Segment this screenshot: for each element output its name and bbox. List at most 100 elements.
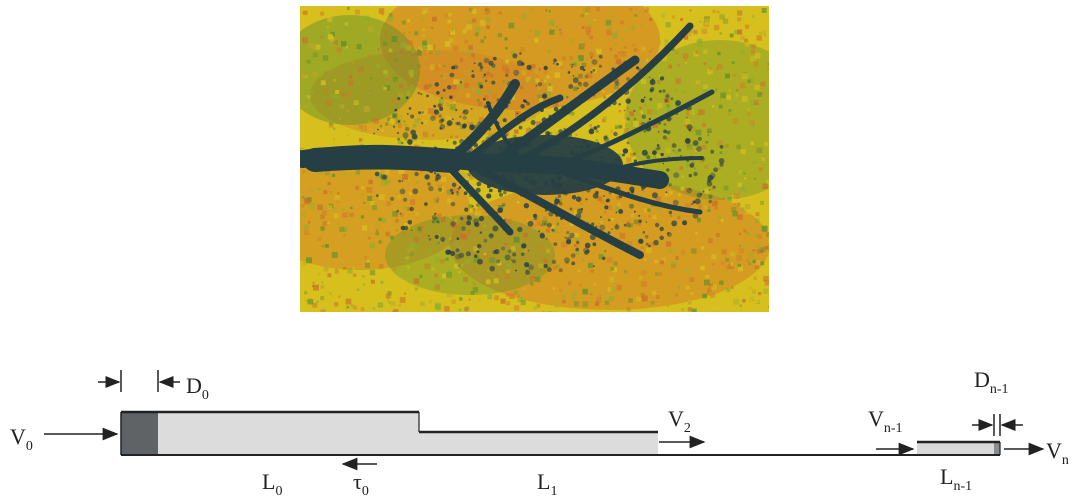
photo-speckle xyxy=(658,272,663,276)
photo-speckle xyxy=(368,120,371,124)
photo-speckle xyxy=(505,47,508,50)
photo-speckle xyxy=(646,109,652,115)
channel-fragment xyxy=(595,129,599,133)
photo-speckle xyxy=(587,262,594,268)
photo-speckle xyxy=(451,106,457,113)
photo-speckle xyxy=(703,62,707,65)
photo-speckle xyxy=(317,187,321,191)
photo-speckle xyxy=(660,45,665,50)
channel-fragment xyxy=(635,66,639,70)
channel-fragment xyxy=(696,146,702,152)
photo-speckle xyxy=(506,269,511,274)
channel-fragment xyxy=(625,98,631,104)
photo-speckle xyxy=(513,305,520,311)
photo-speckle xyxy=(369,242,376,249)
photo-speckle xyxy=(714,24,720,31)
channel-fragment xyxy=(666,130,670,135)
photo-speckle xyxy=(437,184,442,190)
photo-speckle xyxy=(655,138,658,141)
photo-speckle xyxy=(361,193,364,195)
photo-speckle xyxy=(358,66,365,73)
photo-speckle xyxy=(378,217,382,221)
photo-speckle xyxy=(304,291,308,295)
photo-speckle xyxy=(422,28,426,32)
channel-fragment xyxy=(670,158,673,161)
photo-speckle xyxy=(573,244,577,247)
photo-speckle xyxy=(595,139,599,142)
photo-speckle xyxy=(598,253,604,260)
channel-fragment xyxy=(439,124,446,130)
photo-speckle xyxy=(444,245,449,251)
photo-speckle xyxy=(441,177,447,183)
channel-fragment xyxy=(513,69,520,76)
channel-fragment xyxy=(477,121,482,126)
photo-speckle xyxy=(399,115,402,118)
photo-speckle xyxy=(680,186,685,191)
photo-speckle xyxy=(739,191,741,194)
channel-fragment xyxy=(623,109,626,112)
channel-fragment xyxy=(604,250,607,253)
photo-speckle xyxy=(592,99,597,104)
photo-speckle xyxy=(548,20,555,26)
photo-speckle xyxy=(545,9,548,12)
photo-speckle xyxy=(586,221,590,225)
channel-fragment xyxy=(672,224,675,226)
channel-fragment xyxy=(585,142,591,149)
photo-speckle xyxy=(303,224,309,230)
photo-speckle xyxy=(587,287,591,291)
channel-fragment xyxy=(483,104,488,109)
photo-speckle xyxy=(643,208,649,213)
channel-fragment xyxy=(484,79,488,83)
photo-speckle xyxy=(655,196,661,202)
photo-speckle xyxy=(730,262,734,266)
photo-speckle xyxy=(720,85,724,89)
photo-speckle xyxy=(438,64,441,68)
photo-speckle xyxy=(504,68,510,74)
channel-fragment xyxy=(677,148,682,152)
photo-speckle xyxy=(742,73,748,79)
photo-speckle xyxy=(666,108,671,113)
photo-speckle xyxy=(420,170,423,173)
photo-speckle xyxy=(707,287,712,293)
photo-speckle xyxy=(515,27,521,33)
photo-speckle xyxy=(754,84,760,91)
photo-speckle xyxy=(426,37,433,44)
photo-speckle xyxy=(745,258,750,263)
photo-speckle xyxy=(423,119,428,124)
photo-speckle xyxy=(407,178,410,181)
photo-speckle xyxy=(644,258,647,261)
photo-speckle xyxy=(521,82,525,86)
photo-speckle xyxy=(611,267,617,273)
photo-speckle xyxy=(686,109,692,116)
channel-fragment xyxy=(540,108,544,112)
channel-fragment xyxy=(627,167,633,173)
photo-speckle xyxy=(705,274,710,279)
channel-fragment xyxy=(533,213,537,218)
channel-fragment xyxy=(512,259,517,264)
photo-speckle xyxy=(406,248,411,253)
photo-speckle xyxy=(689,29,694,34)
photo-speckle xyxy=(385,293,391,299)
photo-speckle xyxy=(710,32,714,36)
photo-speckle xyxy=(418,230,423,234)
channel-fragment xyxy=(615,211,618,214)
channel-fragment xyxy=(476,203,480,207)
channel-fragment xyxy=(474,124,480,129)
photo-speckle xyxy=(418,136,421,139)
photo-speckle xyxy=(544,81,548,85)
photo-speckle xyxy=(426,223,431,228)
channel-fragment xyxy=(571,261,576,266)
photo-speckle xyxy=(697,204,702,209)
photo-speckle xyxy=(360,307,365,312)
channel-fragment xyxy=(456,237,460,241)
photo-speckle xyxy=(649,242,655,248)
channel-fragment xyxy=(433,172,437,175)
channel-fragment xyxy=(440,150,446,156)
channel-fragment xyxy=(405,96,409,99)
photo-speckle xyxy=(345,298,352,305)
photo-speckle xyxy=(640,246,644,249)
channel-fragment xyxy=(589,234,596,241)
photo-speckle xyxy=(367,26,374,33)
photo-speckle xyxy=(749,120,755,126)
photo-speckle xyxy=(417,86,420,89)
